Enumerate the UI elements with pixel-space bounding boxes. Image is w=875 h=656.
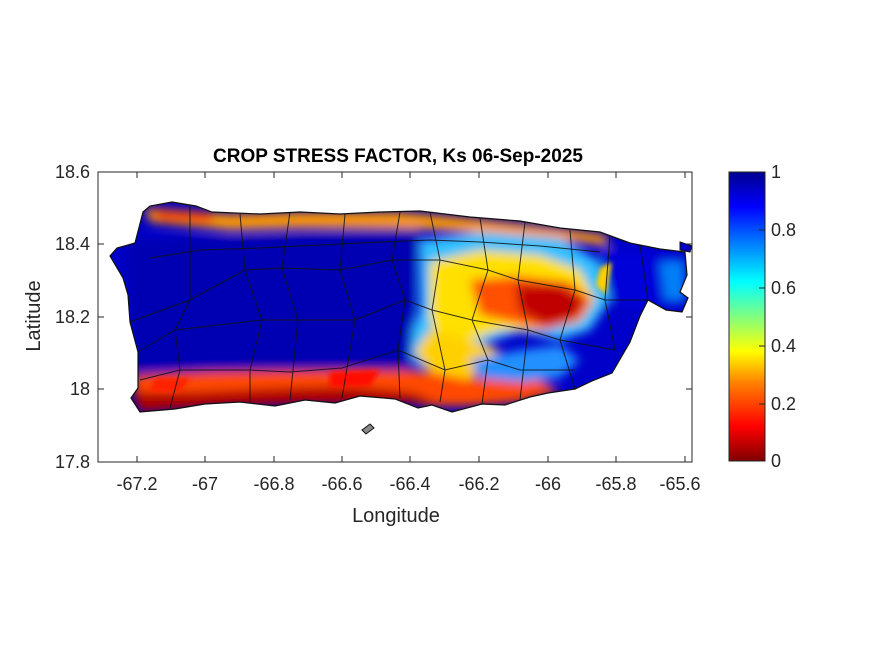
x-tick-label: -66 xyxy=(535,474,561,494)
colorbar-tick-label: 1 xyxy=(771,162,781,182)
x-tick-label: -66.8 xyxy=(253,474,294,494)
x-tick-label: -65.8 xyxy=(595,474,636,494)
x-axis xyxy=(136,172,686,462)
x-tick-label: -66.4 xyxy=(389,474,430,494)
colorbar-tick-label: 0.6 xyxy=(771,278,796,298)
colorbar-gradient xyxy=(728,171,766,462)
colorbar-tick-label: 0.4 xyxy=(771,336,796,356)
x-tick-label: -66.6 xyxy=(321,474,362,494)
x-axis-label: Longitude xyxy=(352,505,440,527)
y-axis xyxy=(98,171,692,390)
colorbar: 1 0.8 0.6 0.4 0.2 0 xyxy=(728,162,796,471)
y-tick-label: 18.2 xyxy=(55,307,90,327)
x-tick-label: -65.6 xyxy=(659,474,700,494)
y-tick-label: 17.8 xyxy=(55,452,90,472)
map-title: CROP STRESS FACTOR, Ks 06-Sep-2025 xyxy=(213,146,583,167)
colorbar-tick-label: 0 xyxy=(771,451,781,471)
municipality-boundaries xyxy=(129,206,649,409)
y-tick-label: 18 xyxy=(70,379,90,399)
y-axis-label: Latitude xyxy=(23,280,45,351)
x-tick-label: -67 xyxy=(192,474,218,494)
colorbar-tick-label: 0.8 xyxy=(771,220,796,240)
y-tick-label: 18.6 xyxy=(55,162,90,182)
y-tick-label: 18.4 xyxy=(55,234,90,254)
x-tick-label: -67.2 xyxy=(116,474,157,494)
colorbar-tick-label: 0.2 xyxy=(771,394,796,414)
x-tick-label: -66.2 xyxy=(458,474,499,494)
